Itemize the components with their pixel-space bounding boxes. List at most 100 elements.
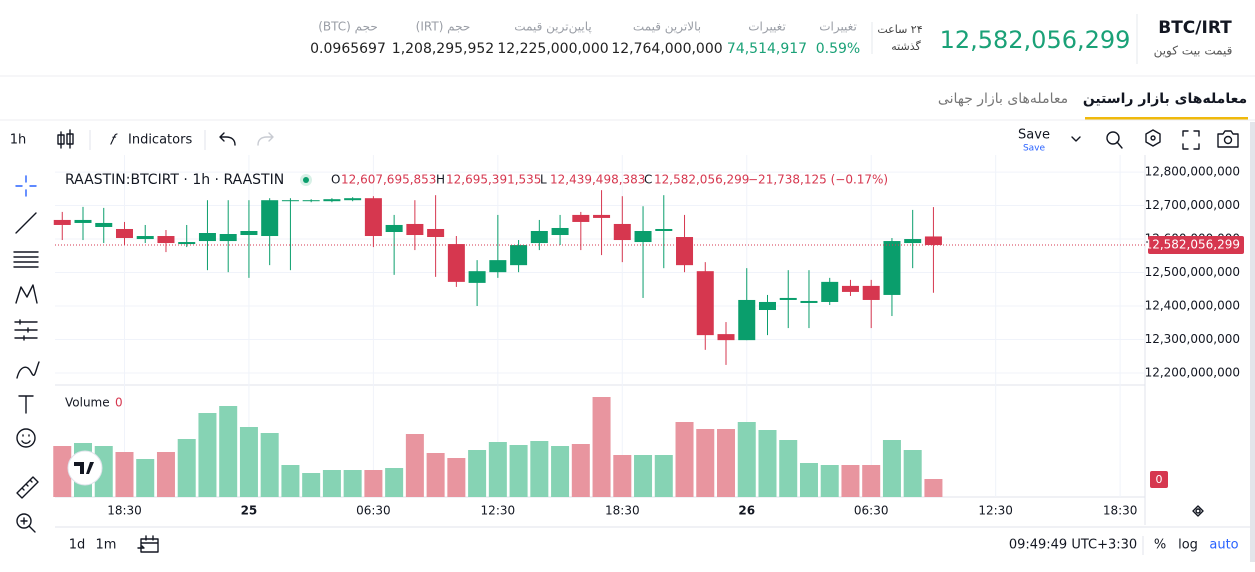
axis-settings[interactable] xyxy=(1192,505,1204,517)
last-price-tag xyxy=(1148,236,1244,255)
candle-body xyxy=(738,299,756,341)
candle-body xyxy=(447,244,465,282)
volume-bar xyxy=(924,479,943,497)
candle-icon[interactable] xyxy=(57,129,74,149)
volume-bar xyxy=(882,440,901,497)
volume-bar xyxy=(385,468,404,497)
candle-body xyxy=(74,219,92,223)
legend-key: O xyxy=(331,173,340,187)
volume-bar xyxy=(820,465,839,497)
candle-body xyxy=(758,301,776,311)
trendline-tool[interactable] xyxy=(15,212,37,234)
volume-tag xyxy=(1150,471,1168,488)
fullscreen-icon[interactable] xyxy=(1182,130,1200,150)
volume-bar xyxy=(156,452,175,497)
legend-value: 12,695,391,535 xyxy=(446,173,541,187)
volume-bar xyxy=(239,427,258,497)
legend-key: H xyxy=(436,173,445,187)
candle-body xyxy=(655,228,673,231)
candle-body xyxy=(593,214,611,218)
y-tick-label: 12,300,000,000 xyxy=(1145,332,1240,346)
candle-body xyxy=(115,228,133,239)
settings-icon[interactable] xyxy=(1145,129,1161,147)
candle-body xyxy=(136,236,154,240)
candle-body xyxy=(364,198,382,237)
volume-bar xyxy=(177,439,196,497)
clock: 09:49:49 UTC+3:30 xyxy=(1009,538,1137,553)
volume-bar xyxy=(219,406,238,497)
stat-value: 74,514,917 xyxy=(727,41,807,57)
snapshot-icon[interactable] xyxy=(1217,130,1239,148)
stat-value: 12,764,000,000 xyxy=(611,41,722,57)
brush-tool[interactable] xyxy=(16,361,40,379)
save-menu[interactable] xyxy=(1071,136,1081,142)
candle-body xyxy=(53,219,71,225)
crosshair-tool[interactable] xyxy=(15,175,37,197)
tab[interactable]: معامله‌های بازار جهانی xyxy=(938,91,1068,107)
candle-body xyxy=(904,239,922,244)
text-tool[interactable] xyxy=(18,395,34,414)
indicators[interactable]: Indicators xyxy=(128,133,192,148)
candle-body xyxy=(779,297,797,300)
candle-body xyxy=(198,233,216,242)
candle-body xyxy=(841,285,859,292)
stats: تغییرات 0.59% تغییرات 74,514,917 بالاترین قی… xyxy=(310,20,860,58)
volume-label: Volume xyxy=(65,396,110,410)
volume-bar xyxy=(862,465,881,497)
undo[interactable] xyxy=(219,132,236,146)
axes: 12,200,000,000 12,300,000,000 12,400,000,0… xyxy=(107,165,1244,518)
y-tick-label: 12,500,000,000 xyxy=(1145,265,1240,279)
candle-body xyxy=(302,200,320,202)
legend-value: 12,582,056,299 xyxy=(654,173,749,187)
y-tick-label: 12,800,000,000 xyxy=(1145,165,1240,179)
ruler-tool[interactable] xyxy=(16,476,39,499)
percent-toggle[interactable]: % xyxy=(1154,538,1166,553)
range[interactable]: 1d xyxy=(69,538,86,553)
redo xyxy=(257,132,274,146)
candle-body xyxy=(717,334,735,341)
legend-value: 12,439,498,383 xyxy=(550,173,645,187)
prediction-tool[interactable] xyxy=(14,319,38,341)
fx-icon[interactable]: 𝑓 xyxy=(110,131,119,149)
stat-value: 0.59% xyxy=(816,41,860,57)
pattern-tool[interactable] xyxy=(15,284,38,304)
x-tick-label: 12:30 xyxy=(978,504,1013,518)
volume-bar xyxy=(841,465,860,497)
volume-bar xyxy=(468,450,487,497)
candle-body xyxy=(240,230,258,236)
stat-value: 0.0965697 xyxy=(310,41,386,57)
search-icon[interactable] xyxy=(1106,131,1123,149)
tv-logo xyxy=(67,450,103,486)
tab[interactable]: معامله‌های بازار راستین xyxy=(1083,91,1247,107)
emoji-tool[interactable] xyxy=(16,428,36,448)
volume-bar xyxy=(737,422,756,497)
range[interactable]: 1m xyxy=(96,538,117,553)
stat-label: حجم (BTC) xyxy=(318,20,378,34)
volume-bar xyxy=(364,470,383,497)
legend-key: C xyxy=(644,173,652,187)
y-tick-label: 12,400,000,000 xyxy=(1145,298,1240,312)
interval[interactable]: 1h xyxy=(10,133,27,148)
candle-body xyxy=(427,228,445,238)
save[interactable]: Save xyxy=(1018,128,1050,143)
drawing-tools xyxy=(13,175,40,533)
log-toggle[interactable]: log xyxy=(1178,538,1198,553)
y-tick-label: 12,200,000,000 xyxy=(1145,365,1240,379)
stat-label: پایین‌ترین قیمت xyxy=(514,20,591,35)
x-tick-label: 18:30 xyxy=(605,504,640,518)
date-range[interactable] xyxy=(137,535,159,553)
candle-body xyxy=(696,271,714,336)
fib-tool[interactable] xyxy=(13,251,39,268)
legend-key: L xyxy=(540,173,547,187)
auto-toggle[interactable]: auto xyxy=(1209,538,1238,553)
candle-body xyxy=(157,236,175,244)
x-tick-label: 12:30 xyxy=(481,504,516,518)
volume-bar xyxy=(302,473,321,497)
stat-value: 12,225,000,000 xyxy=(497,41,608,57)
volume-bar xyxy=(115,452,134,497)
volume-bar xyxy=(426,453,445,497)
zoom-tool[interactable] xyxy=(16,513,36,533)
volume-bar xyxy=(799,463,818,497)
